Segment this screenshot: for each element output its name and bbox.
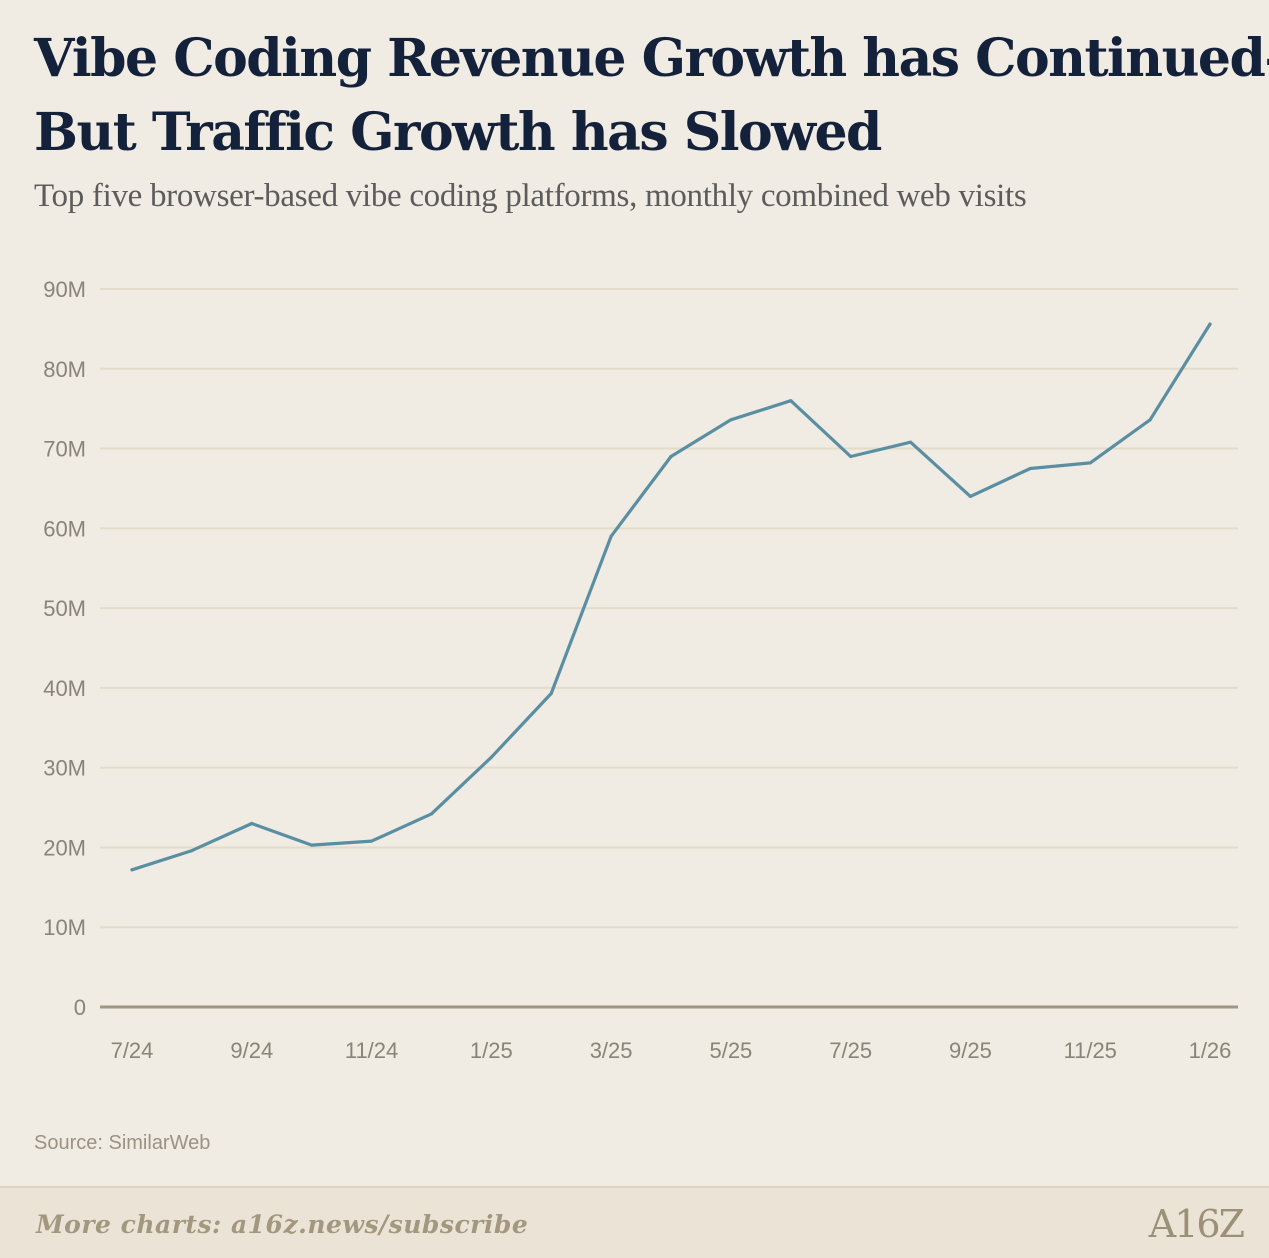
data-point xyxy=(908,440,913,444)
x-tick-label: 3/25 xyxy=(590,1038,633,1063)
chart-title: Vibe Coding Revenue Growth has Continued… xyxy=(34,22,1269,170)
chart-title-line-2: But Traffic Growth has Slowed xyxy=(34,102,882,163)
data-point xyxy=(1148,418,1152,422)
chart-subtitle: Top five browser-based vibe coding platf… xyxy=(34,178,1027,214)
data-point xyxy=(489,755,493,759)
data-point xyxy=(190,849,194,853)
y-tick-label: 70M xyxy=(43,437,86,462)
x-tick-label: 5/25 xyxy=(709,1038,752,1063)
y-tick-label: 90M xyxy=(43,277,86,302)
footer-bar: More charts: a16z.news/subscribe A16Z xyxy=(0,1186,1269,1258)
subscribe-link[interactable]: More charts: a16z.news/subscribe xyxy=(36,1210,529,1239)
x-tick-label: 7/25 xyxy=(829,1038,872,1063)
chart-title-line-1: Vibe Coding Revenue Growth has Continued… xyxy=(34,28,1269,89)
data-point xyxy=(429,812,434,816)
data-point xyxy=(549,691,553,696)
y-tick-label: 0 xyxy=(74,995,86,1020)
data-point xyxy=(130,868,134,872)
source-note: Source: SimilarWeb xyxy=(34,1132,211,1154)
data-point xyxy=(669,454,673,459)
y-tick-label: 60M xyxy=(43,516,86,541)
data-point xyxy=(369,839,374,843)
x-tick-label: 11/24 xyxy=(345,1038,398,1063)
data-point xyxy=(310,843,314,847)
y-tick-label: 20M xyxy=(43,835,86,860)
series-line-0 xyxy=(130,322,1212,872)
x-tick-label: 7/24 xyxy=(111,1038,154,1063)
series-layer xyxy=(130,322,1212,872)
a16z-logo: A16Z xyxy=(1148,1202,1245,1246)
x-axis-tick-labels: 7/24 9/24 11/24 1/25 3/25 5/25 7/25 9/25 11/25 1/… xyxy=(111,1038,1232,1063)
data-point xyxy=(1208,322,1212,326)
y-tick-label: 50M xyxy=(43,596,86,621)
x-tick-label: 9/25 xyxy=(949,1038,992,1063)
x-tick-label: 9/24 xyxy=(230,1038,273,1063)
grid-layer xyxy=(100,288,1238,1009)
data-point xyxy=(1088,461,1092,465)
data-point xyxy=(250,821,254,826)
line-chart: 0 10M 20M 30M 40M 50M 60M 70M 80M 90M 7/24 9/24 11/… xyxy=(43,277,1238,1063)
data-point xyxy=(729,418,733,422)
y-tick-label: 30M xyxy=(43,756,86,781)
data-point xyxy=(968,494,973,499)
y-tick-label: 40M xyxy=(43,676,86,701)
y-tick-label: 80M xyxy=(43,357,86,382)
x-tick-label: 11/25 xyxy=(1064,1038,1117,1063)
data-point xyxy=(1028,466,1032,471)
data-point xyxy=(609,534,613,538)
y-axis-tick-labels: 0 10M 20M 30M 40M 50M 60M 70M 80M 90M xyxy=(43,277,86,1020)
x-tick-label: 1/26 xyxy=(1189,1038,1232,1063)
data-point xyxy=(789,399,793,403)
data-point xyxy=(849,454,853,459)
y-tick-label: 10M xyxy=(43,915,86,940)
x-tick-label: 1/25 xyxy=(470,1038,513,1063)
